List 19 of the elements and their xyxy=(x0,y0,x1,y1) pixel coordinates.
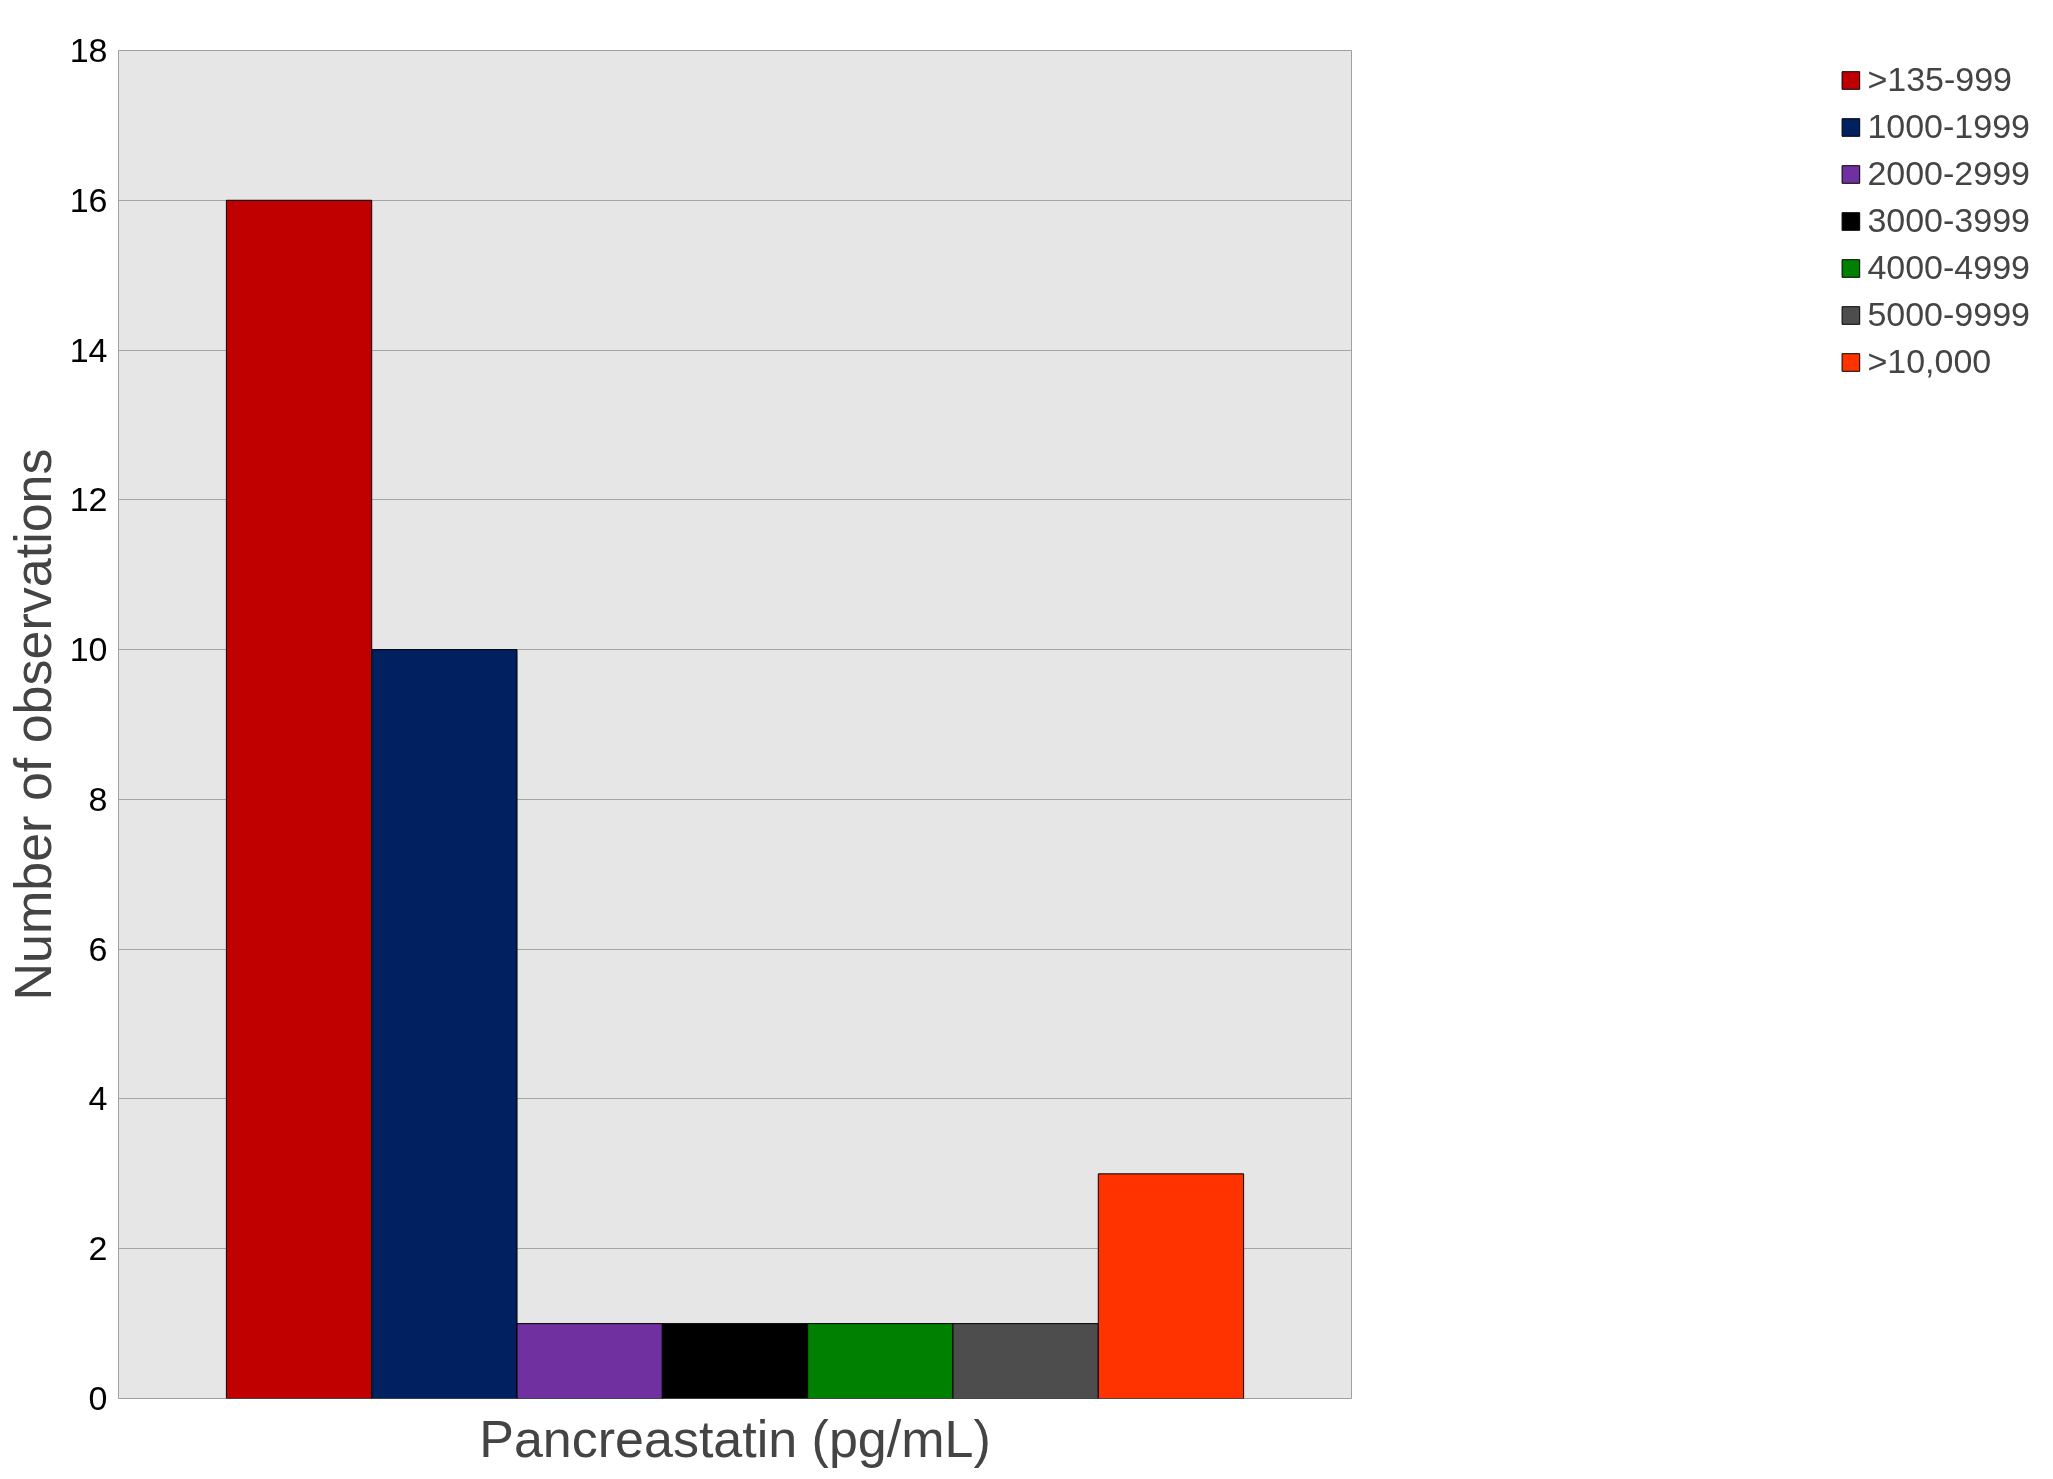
legend-label: 1000-1999 xyxy=(1867,107,2030,146)
y-tick-label: 16 xyxy=(69,180,108,219)
y-tick-label: 14 xyxy=(69,330,108,369)
y-tick-label: 8 xyxy=(88,779,108,818)
y-tick-label: 2 xyxy=(88,1229,108,1268)
x-axis-title: Pancreastatin (pg/mL) xyxy=(479,1409,991,1468)
legend-label: >10,000 xyxy=(1867,342,1992,381)
y-tick-label: 6 xyxy=(88,929,108,968)
legend-label: 3000-3999 xyxy=(1867,201,2030,240)
y-tick-label: 12 xyxy=(69,480,108,519)
y-tick-label: 18 xyxy=(69,31,108,69)
y-tick-label: 0 xyxy=(88,1379,108,1417)
legend-label: 5000-9999 xyxy=(1867,295,2030,334)
legend-label: >135-999 xyxy=(1867,60,2013,99)
y-tick-label: 4 xyxy=(88,1079,108,1118)
legend-label: 2000-2999 xyxy=(1867,154,2030,193)
y-axis-title: Number of observations xyxy=(3,448,62,1001)
legend-label: 4000-4999 xyxy=(1867,248,2030,287)
y-tick-label: 10 xyxy=(69,630,108,669)
